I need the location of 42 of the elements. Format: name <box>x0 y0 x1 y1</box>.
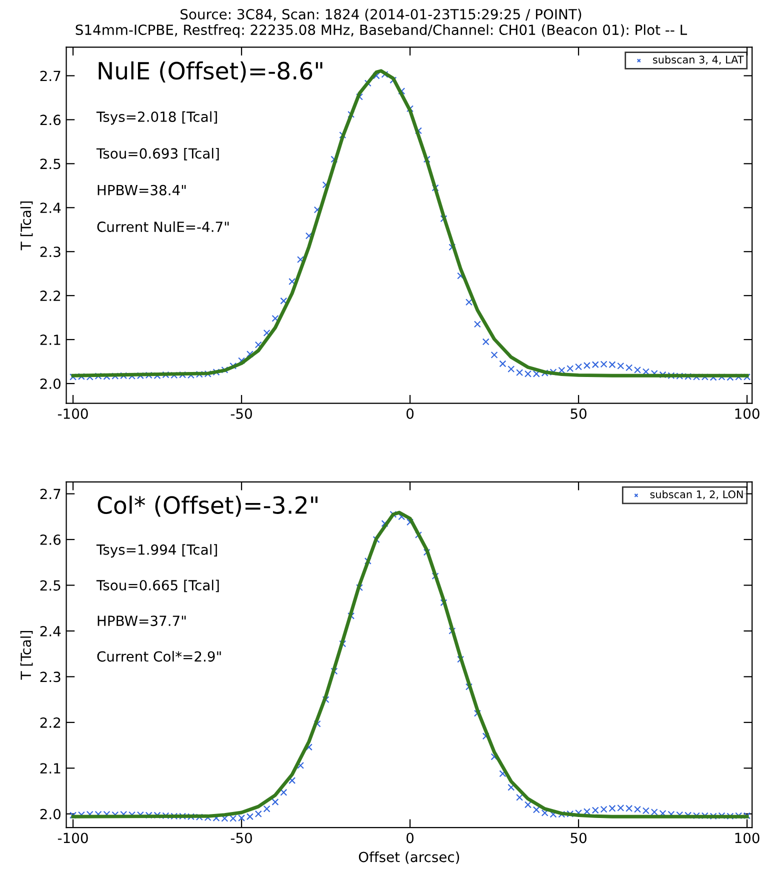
annotation: HPBW=37.7" <box>98 616 186 626</box>
legend-label: subscan 1, 2, LON <box>650 490 743 500</box>
y-tick-label: 2.2 <box>40 717 60 728</box>
y-tick-label: 2.4 <box>40 626 61 636</box>
annotation: Tsys=2.018 [Tcal] <box>96 111 217 125</box>
y-tick-label: 2.3 <box>40 672 60 682</box>
annotation: Current Col*=2.9" <box>97 650 221 662</box>
x-tick-label: -100 <box>58 832 88 844</box>
x-tick-label: -50 <box>230 408 252 419</box>
y-tick-label: 2.6 <box>40 534 61 545</box>
annotation: HPBW=38.4" <box>98 184 186 196</box>
y-tick-label: 2.5 <box>40 158 60 170</box>
y-axis-title: T [Tcal] <box>20 631 33 680</box>
y-tick-label: 2.7 <box>40 488 60 500</box>
x-tick-label: -100 <box>58 408 88 419</box>
x-tick-label: 100 <box>735 832 760 844</box>
y-tick-label: 2.7 <box>40 70 60 81</box>
x-tick-label: 50 <box>570 832 586 844</box>
chart-title: Source: 3C84, Scan: 1824 (2014-01-23T15:29:25 / POINT) S14mm-ICPBE, Restfreq: 22235.08 MHz, Baseband/Channel: CH01 (Beacon 01): Plot -- L <box>76 8 688 38</box>
annotation: Tsys=1.994 [Tcal] <box>96 544 217 558</box>
annotation: NulE (Offset)=-8.6" <box>98 61 322 82</box>
annotation: Current NulE=-4.7" <box>97 221 229 232</box>
y-tick-label: 2.0 <box>40 808 61 820</box>
y-tick-label: 2.0 <box>40 378 61 390</box>
x-tick-label: 50 <box>570 408 586 419</box>
y-tick-label: 2.6 <box>40 114 61 126</box>
y-axis-title: T [Tcal] <box>20 201 33 250</box>
x-tick-label: -50 <box>230 832 252 844</box>
y-tick-label: 2.5 <box>40 580 60 591</box>
y-tick-label: 2.1 <box>40 334 60 345</box>
legend-label: subscan 3, 4, LAT <box>653 55 744 65</box>
x-axis-title: Offset (arcsec) <box>358 851 460 864</box>
annotation: Tsou=0.693 [Tcal] <box>96 148 219 160</box>
x-tick-label: 0 <box>406 832 414 844</box>
y-tick-label: 2.1 <box>40 763 60 774</box>
y-tick-label: 2.3 <box>40 246 60 258</box>
y-tick-label: 2.4 <box>40 202 61 213</box>
x-tick-label: 0 <box>406 408 414 419</box>
annotation: Tsou=0.665 [Tcal] <box>96 580 219 592</box>
y-tick-label: 2.2 <box>40 290 60 301</box>
annotation: Col* (Offset)=-3.2" <box>98 496 318 517</box>
x-tick-label: 100 <box>735 408 760 419</box>
